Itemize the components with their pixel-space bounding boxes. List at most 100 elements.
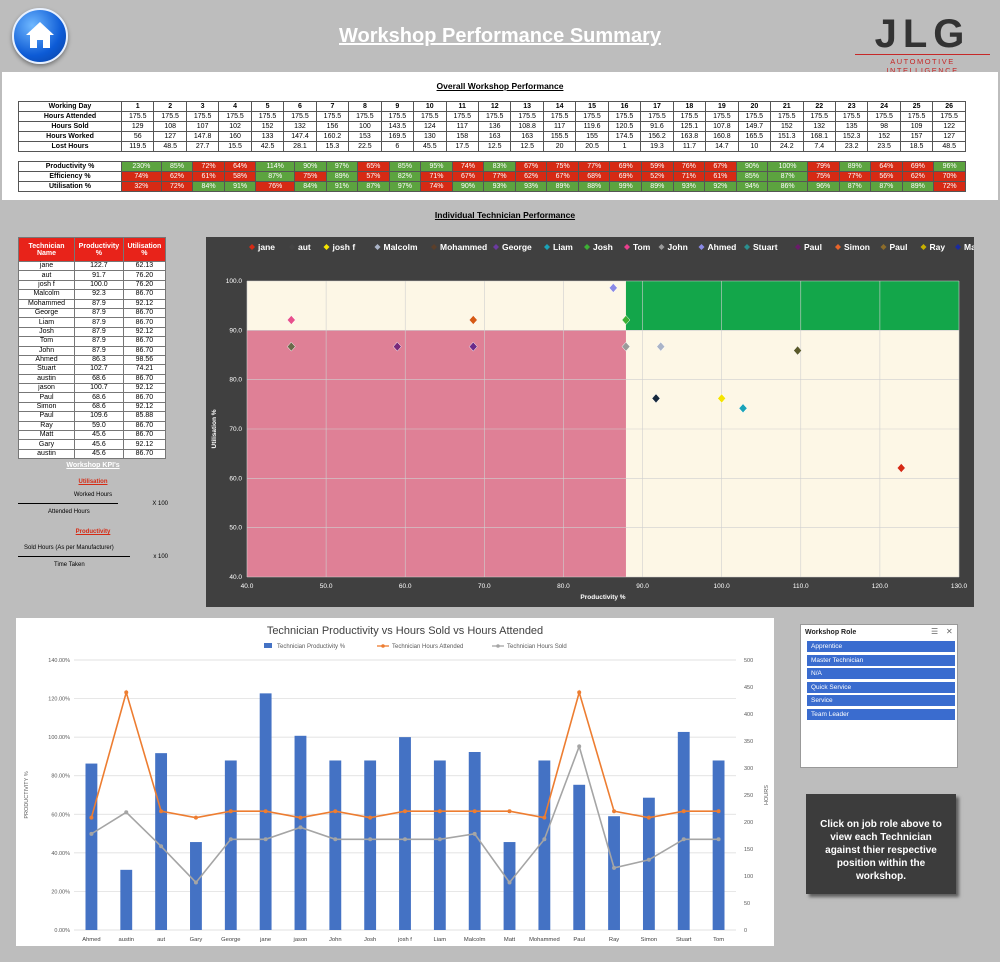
technician-cell: Paul [17,392,76,403]
percent-cell: 89% [901,181,935,192]
percent-cell: 82% [388,171,422,182]
kpi-utilisation-numerator: Worked Hours [73,492,113,498]
legend-label: Liam [553,242,573,252]
table-cell: 15.5 [218,141,252,152]
table-cell: 132 [802,121,836,132]
multi-select-icon[interactable]: ☰ [931,627,939,636]
technician-cell: austin [17,373,76,385]
technician-cell: 87.9 [74,326,124,338]
line-point [716,837,721,842]
row-label: Hours Attended [18,111,122,122]
percent-cell: 93% [514,181,548,192]
line-point [124,690,129,695]
table-cell: 175.5 [770,111,804,122]
technician-cell: 45.6 [74,430,124,441]
technician-row: Liam 87.9 86.70 [17,317,167,328]
table-cell: 124 [413,121,447,132]
percent-cell: 86% [767,181,808,192]
slicer-item[interactable]: Apprentice [807,641,955,652]
y2-tick-label: 400 [744,712,753,718]
table-cell: 175.5 [802,111,836,122]
x-axis-label: Productivity % [580,594,625,601]
table-cell: 91.6 [640,121,674,132]
slicer-item[interactable]: N/A [807,668,955,679]
technician-cell: austin [17,448,76,460]
overall-performance-panel: Overall Workshop Performance Working Day… [2,72,998,200]
technician-cell: jane [17,260,76,272]
bar [712,760,725,930]
home-button[interactable] [12,8,68,64]
table-cell: 160.8 [705,131,739,142]
table-cell: 45.5 [413,141,447,152]
clear-filter-icon[interactable]: ✕ [946,627,953,636]
percent-cell: 62% [160,171,194,182]
technician-row: aut 91.7 76.20 [17,270,167,281]
table-cell: 152 [770,121,804,132]
kpi-productivity-multiplier: x 100 [153,553,168,560]
row-label: Hours Worked [18,131,122,142]
technician-cell: 98.56 [122,354,167,366]
slicer-item[interactable]: Quick Service [807,681,955,693]
technician-row: josh f 100.0 76.20 [17,279,167,291]
table-cell: 175.5 [510,111,544,122]
technician-cell: 45.6 [74,439,124,450]
table-cell: 175.5 [932,111,966,122]
percent-cell: 67% [546,171,579,182]
technician-cell: 87.9 [74,345,124,356]
legend-label: Malcolm [384,242,418,252]
row-label: Hours Sold [18,121,122,132]
technician-cell: 76.20 [122,279,167,291]
table-cell: 165.5 [737,131,772,142]
technician-row: Josh 87.9 92.12 [17,326,167,338]
percent-cell: 62% [514,171,548,182]
percent-cell: 56% [870,171,903,182]
technician-row: austin 45.6 86.70 [17,448,167,460]
bar [503,842,516,930]
technician-cell: Tom [17,336,76,347]
x-tick-label: Stuart [676,937,692,943]
percent-cell: 85% [735,171,769,182]
technician-header: Productivity % [74,237,124,262]
legend-marker [584,244,590,250]
percent-cell: 75% [546,161,579,172]
line-point [159,809,164,814]
table-cell: 175.5 [413,111,447,122]
table-cell: 21 [770,101,804,112]
percent-cell: 84% [192,181,225,192]
table-cell: 175.5 [672,111,707,122]
bar [677,731,690,930]
technician-cell: aut [17,270,76,281]
table-cell: 12.5 [477,141,512,152]
table-cell: 1 [607,141,642,152]
table-cell: 10 [413,101,447,112]
technician-cell: 68.6 [74,392,124,403]
percent-cell: 89% [325,171,359,182]
percent-cell: 32% [121,181,162,192]
slicer-item[interactable]: Team Leader [807,708,955,720]
table-cell: 20.5 [575,141,609,152]
x-tick-label: Simon [641,937,657,943]
table-cell: 175.5 [445,111,479,122]
technician-cell: 76.20 [122,270,167,281]
data-point [651,393,661,404]
y2-tick-label: 150 [744,847,753,853]
slicer-item[interactable]: Master Technician [807,654,955,666]
y2-tick-label: 300 [744,766,753,772]
x-tick-label: 110.0 [793,583,809,590]
low-zone [247,330,626,577]
table-cell: 16 [607,101,642,112]
legend-label: Josh [593,242,613,252]
line-point [507,809,512,814]
legend-marker [374,244,381,250]
data-point [717,393,727,404]
table-cell: 149.7 [737,121,772,132]
percent-cell: 89% [838,161,872,172]
table-cell: 143.5 [380,121,415,132]
legend-label: aut [298,242,311,252]
line-point [193,815,198,820]
table-cell: 23 [834,101,869,112]
line-point [612,865,617,870]
line-point [333,837,338,842]
y-tick-label: 60.00% [51,812,70,818]
slicer-item[interactable]: Service [807,695,955,706]
